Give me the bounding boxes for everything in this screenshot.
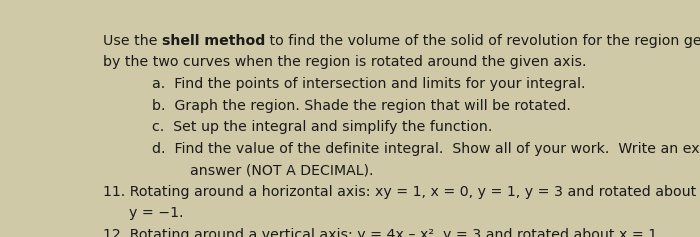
Text: Use the: Use the <box>103 34 162 48</box>
Text: y = −1.: y = −1. <box>129 206 183 220</box>
Text: shell method: shell method <box>162 34 265 48</box>
Text: 12. Rotating around a vertical axis: y = 4x – x², y = 3 and rotated about x = 1.: 12. Rotating around a vertical axis: y =… <box>103 228 661 237</box>
Text: 11. Rotating around a horizontal axis: xy = 1, x = 0, y = 1, y = 3 and rotated a: 11. Rotating around a horizontal axis: x… <box>103 185 696 199</box>
Text: by the two curves when the region is rotated around the given axis.: by the two curves when the region is rot… <box>103 55 586 69</box>
Text: answer (NOT A DECIMAL).: answer (NOT A DECIMAL). <box>190 163 373 177</box>
Text: c.  Set up the integral and simplify the function.: c. Set up the integral and simplify the … <box>152 120 493 134</box>
Text: a.  Find the points of intersection and limits for your integral.: a. Find the points of intersection and l… <box>152 77 586 91</box>
Text: d.  Find the value of the definite integral.  Show all of your work.  Write an e: d. Find the value of the definite integr… <box>152 141 700 155</box>
Text: to find the volume of the solid of revolution for the region generated: to find the volume of the solid of revol… <box>265 34 700 48</box>
Text: b.  Graph the region. Shade the region that will be rotated.: b. Graph the region. Shade the region th… <box>152 99 571 113</box>
